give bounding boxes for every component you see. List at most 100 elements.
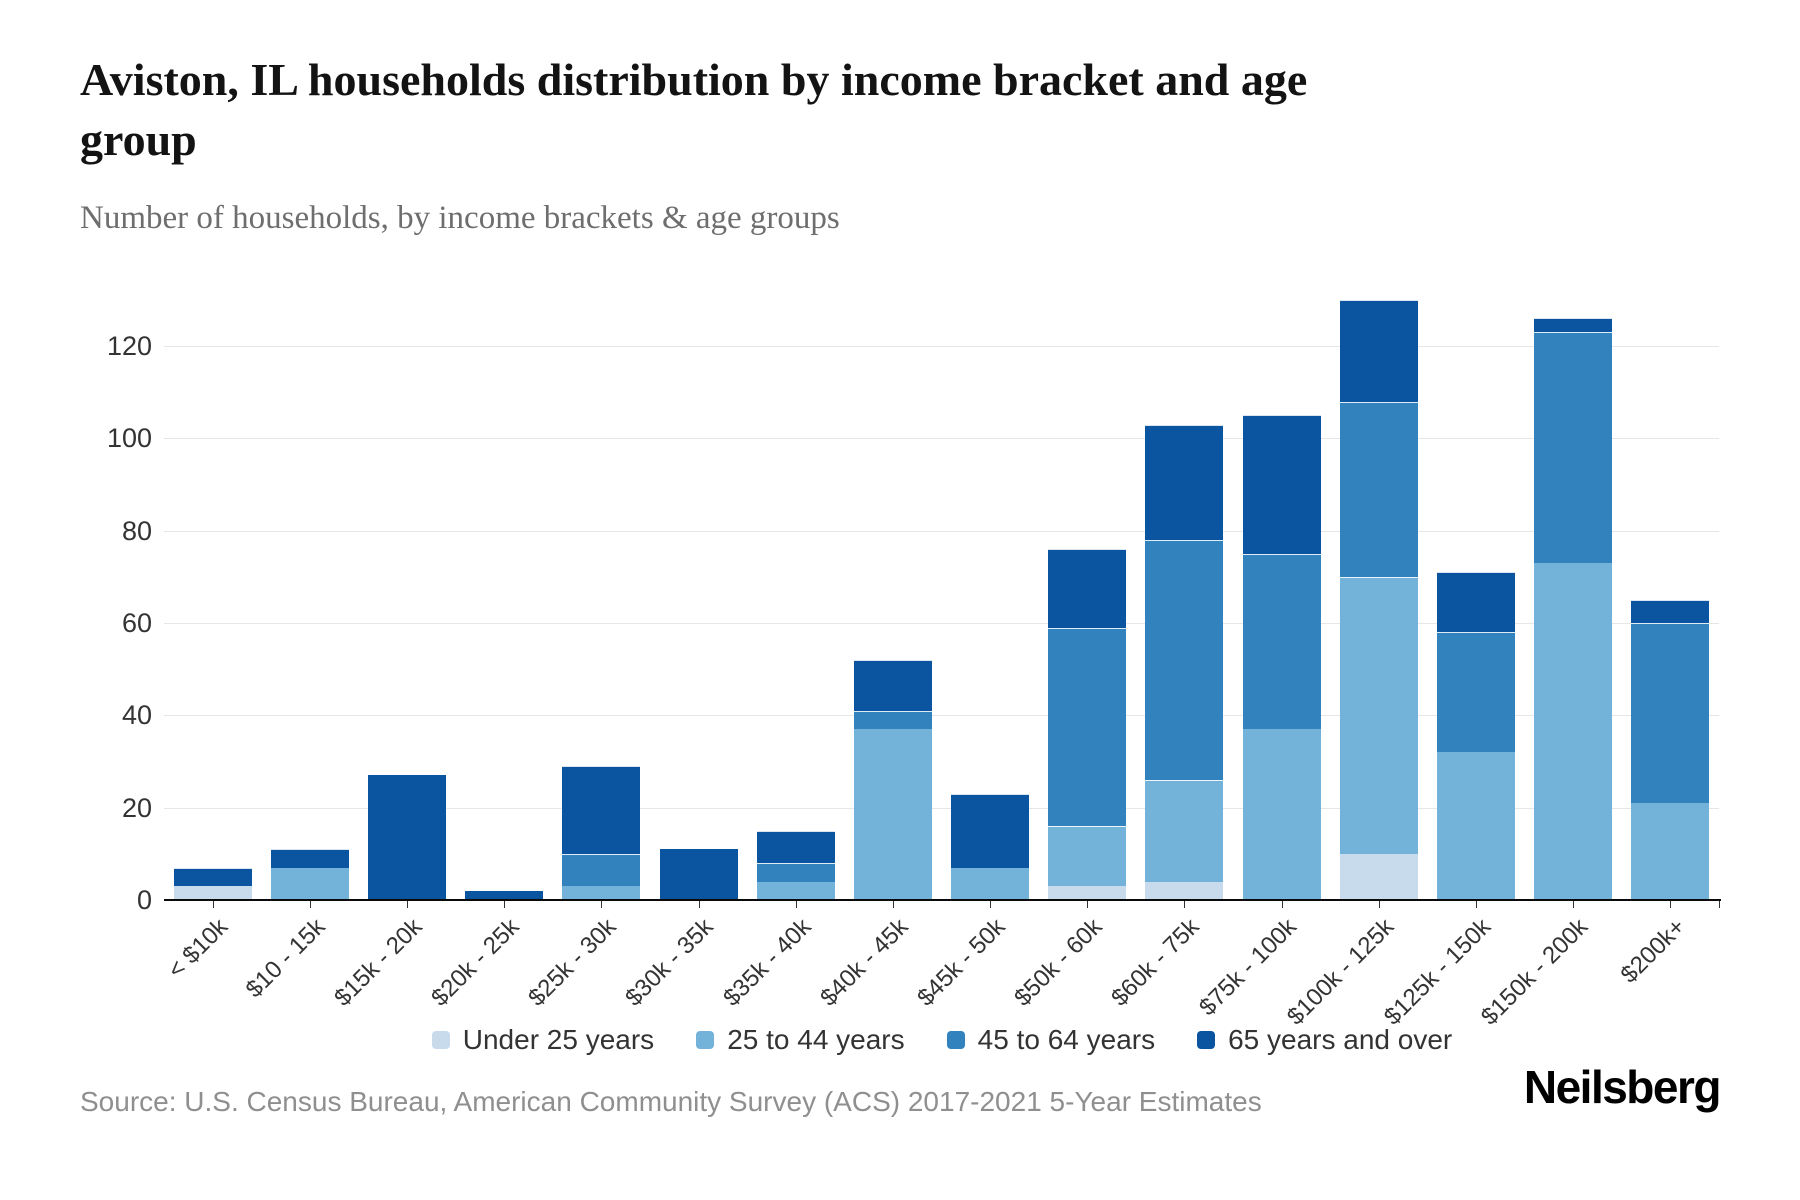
bar-segment[interactable] [562, 886, 641, 900]
bar-segment[interactable] [1242, 553, 1321, 730]
x-axis-tick [1087, 901, 1089, 908]
bar-segment[interactable] [1437, 572, 1516, 633]
bar-segment[interactable] [853, 729, 932, 900]
x-axis-tick [601, 901, 603, 908]
bar-segment[interactable] [270, 867, 349, 900]
bar-segment[interactable] [1048, 826, 1127, 887]
y-gridline [164, 346, 1719, 348]
legend-swatch-icon [1197, 1031, 1216, 1049]
bar-segment[interactable] [1048, 549, 1127, 628]
legend-item[interactable]: 45 to 64 years [946, 1024, 1156, 1055]
bar-segment[interactable] [1437, 752, 1516, 900]
legend-swatch-icon [431, 1031, 450, 1049]
bar-segment[interactable] [951, 867, 1030, 900]
bar-segment[interactable] [465, 890, 544, 900]
bar-segment[interactable] [1631, 623, 1710, 804]
x-axis-tick [1573, 901, 1575, 908]
x-axis-tick [795, 901, 797, 908]
brand-logo: Neilsberg [1523, 1061, 1722, 1113]
x-axis-tick-label: $15k - 20k [329, 913, 428, 1012]
y-gridline [164, 715, 1719, 717]
y-axis-tick-label: 0 [136, 885, 152, 915]
bar-segment[interactable] [562, 853, 641, 887]
x-axis-tick [309, 901, 311, 908]
bar-segment[interactable] [1339, 853, 1418, 900]
x-axis-tick [990, 901, 992, 908]
y-axis-tick-label: 100 [106, 423, 152, 454]
bar-segment[interactable] [1631, 600, 1710, 624]
bar-segment[interactable] [1242, 729, 1321, 900]
bar-segment[interactable] [1145, 540, 1224, 780]
x-axis-tick [1281, 901, 1283, 908]
bar-segment[interactable] [1048, 627, 1127, 827]
bar-segment[interactable] [1534, 332, 1613, 564]
x-axis-tick [1476, 901, 1478, 908]
legend-swatch-icon [946, 1031, 965, 1049]
chart-title: Aviston, IL households distribution by i… [80, 54, 1308, 165]
chart-legend: Under 25 years 25 to 44 years 45 to 64 yea… [164, 1020, 1720, 1060]
x-axis-tick-label: $200k+ [1615, 913, 1691, 989]
x-axis-tick-label: < $10k [162, 913, 233, 984]
x-axis-tick [1670, 901, 1672, 908]
x-axis-tick-label: $40k - 45k [814, 913, 914, 1012]
bar-segment[interactable] [853, 710, 932, 730]
bar-segment[interactable] [756, 881, 835, 900]
x-axis-tick-label: $25k - 30k [523, 913, 622, 1012]
x-axis-tick-label: $20k - 25k [426, 913, 525, 1012]
bar-segment[interactable] [1339, 300, 1418, 402]
x-axis-tick [406, 901, 408, 908]
bar-segment[interactable] [756, 863, 835, 882]
bar-segment[interactable] [1437, 632, 1516, 753]
y-axis-tick-label: 40 [121, 700, 152, 731]
x-axis-tick-label: $30k - 35k [620, 913, 719, 1012]
legend-swatch-icon [696, 1031, 715, 1049]
bar-segment[interactable] [1534, 318, 1613, 333]
legend-label: 65 years and over [1228, 1024, 1453, 1055]
bar-segment[interactable] [1145, 780, 1224, 882]
bar-segment[interactable] [173, 867, 252, 887]
bar-segment[interactable] [756, 830, 835, 864]
bar-segment[interactable] [659, 849, 738, 900]
legend-label: Under 25 years [462, 1024, 655, 1055]
legend-item[interactable]: Under 25 years [431, 1024, 655, 1055]
x-axis-tick-label: $35k - 40k [717, 913, 817, 1012]
bar-segment[interactable] [1145, 881, 1224, 900]
x-axis-tick-label: $75k - 100k [1194, 913, 1303, 1022]
x-axis-tick-label: $50k - 60k [1009, 913, 1108, 1012]
x-axis-tick-label: $10 - 15k [240, 913, 331, 1004]
bar-segment[interactable] [562, 766, 641, 854]
bar-segment[interactable] [1631, 803, 1710, 900]
y-gridline [164, 438, 1719, 440]
y-axis-tick-label: 60 [121, 608, 152, 639]
bar-segment[interactable] [1534, 563, 1613, 900]
x-axis-tick [1719, 901, 1720, 908]
chart-subtitle: Number of households, by income brackets… [80, 200, 840, 236]
bar-segment[interactable] [1048, 886, 1127, 900]
legend-label: 45 to 64 years [977, 1024, 1156, 1055]
legend-item[interactable]: 25 to 44 years [696, 1026, 905, 1054]
y-axis-tick-label: 80 [121, 515, 152, 546]
x-axis-tick [698, 901, 700, 908]
x-axis-tick [1184, 901, 1186, 908]
x-axis-tick-label: $60k - 75k [1106, 913, 1205, 1012]
x-axis-line [164, 899, 1721, 901]
y-axis-tick-label: 20 [121, 792, 152, 823]
y-axis-tick-label: 120 [106, 331, 152, 362]
y-gridline [164, 623, 1719, 625]
bar-segment[interactable] [951, 793, 1030, 868]
bar-segment[interactable] [1339, 401, 1418, 577]
legend-item[interactable]: 65 years and over [1197, 1026, 1452, 1054]
bar-segment[interactable] [367, 775, 446, 900]
x-axis-tick [212, 901, 214, 908]
bar-segment[interactable] [1145, 424, 1224, 540]
source-note: Source: U.S. Census Bureau, American Com… [80, 1086, 1262, 1117]
bar-segment[interactable] [1339, 576, 1418, 854]
x-axis-tick [1378, 901, 1380, 908]
x-axis-tick [892, 901, 894, 908]
bar-segment[interactable] [173, 886, 252, 900]
bar-segment[interactable] [1242, 415, 1321, 554]
bar-segment[interactable] [853, 660, 932, 711]
bar-segment[interactable] [270, 849, 349, 868]
